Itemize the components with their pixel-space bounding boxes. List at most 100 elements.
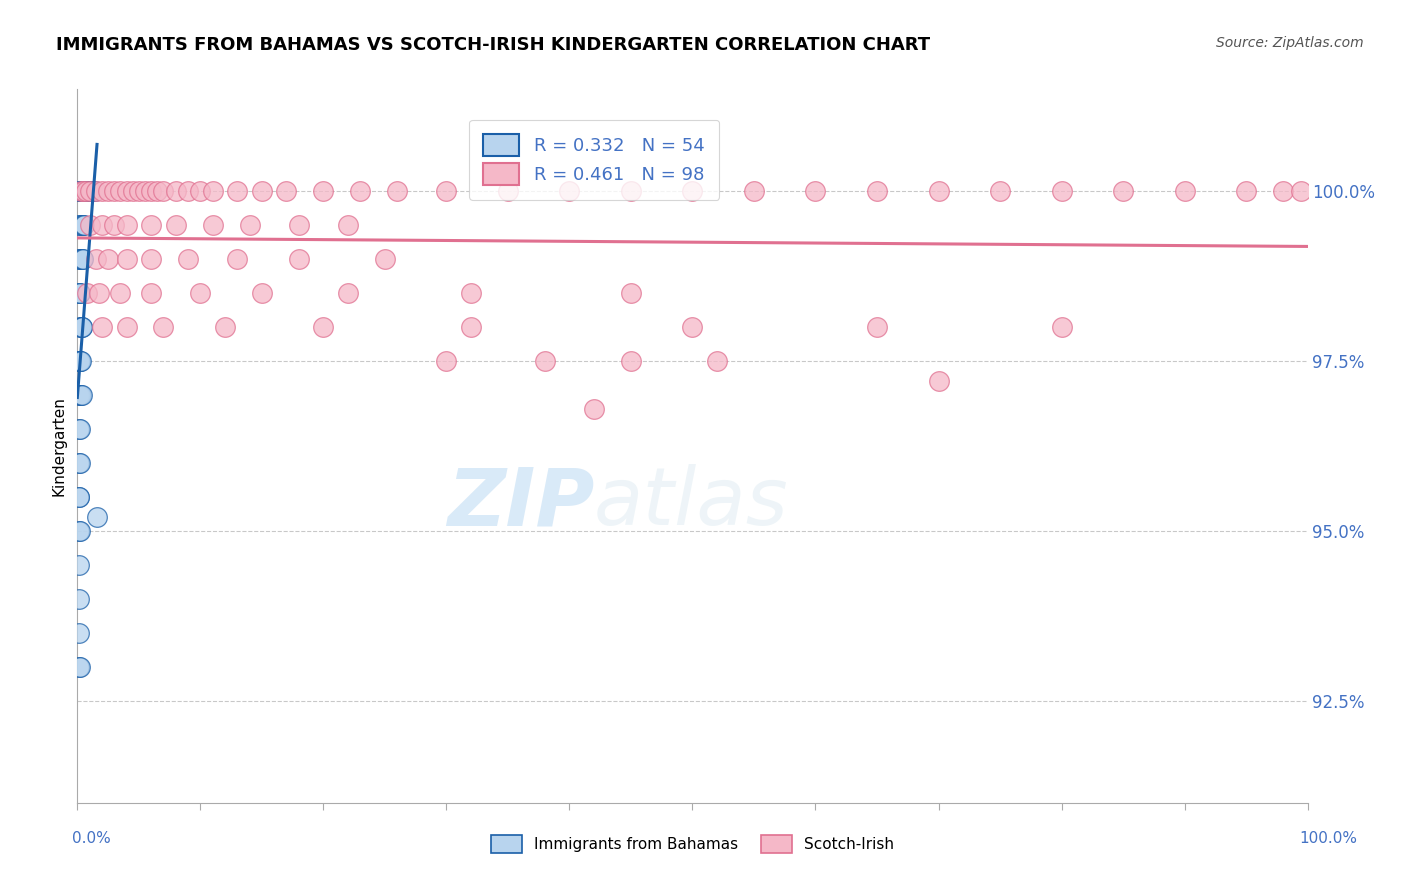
Point (436, 184, 458, 198)
Point (75, 184, 97, 198)
Point (276, 184, 298, 198)
Point (72, 184, 94, 198)
Point (460, 320, 482, 334)
Point (69, 218, 91, 232)
Point (69, 422, 91, 436)
Point (250, 286, 273, 301)
Point (121, 184, 143, 198)
Point (742, 184, 765, 198)
Point (69, 354, 91, 368)
Point (146, 184, 169, 198)
Point (682, 320, 704, 334)
Point (69, 252, 91, 266)
Point (70, 354, 93, 368)
Point (141, 286, 163, 301)
Point (1174, 184, 1197, 198)
Point (67, 218, 90, 232)
Point (67, 354, 90, 368)
Point (79, 184, 101, 198)
Point (706, 354, 728, 368)
Point (128, 184, 150, 198)
Point (620, 184, 643, 198)
Point (866, 184, 889, 198)
Point (67, 252, 90, 266)
Point (72, 218, 94, 232)
Point (67, 456, 90, 470)
Point (90, 184, 114, 198)
Point (69, 286, 91, 301)
Point (80, 184, 103, 198)
Point (804, 184, 827, 198)
Point (69, 388, 91, 402)
Point (72, 184, 94, 198)
Point (70, 184, 93, 198)
Point (70, 184, 93, 198)
Point (134, 184, 156, 198)
Point (67, 354, 90, 368)
Point (1291, 184, 1313, 198)
Point (214, 320, 236, 334)
Point (90, 320, 114, 334)
Point (110, 286, 132, 301)
Point (1112, 184, 1135, 198)
Point (67, 626, 90, 640)
Point (67, 286, 90, 301)
Point (77, 184, 100, 198)
Point (67, 660, 90, 674)
Point (70, 320, 93, 334)
Point (1050, 320, 1073, 334)
Point (97, 252, 120, 266)
Point (103, 218, 125, 232)
Point (67, 490, 90, 504)
Point (201, 218, 224, 232)
Point (69, 184, 91, 198)
Point (312, 320, 335, 334)
Point (620, 354, 643, 368)
Point (70, 388, 93, 402)
Point (79, 184, 101, 198)
Point (201, 184, 224, 198)
Point (110, 184, 132, 198)
Text: 0.0%: 0.0% (72, 831, 111, 846)
Point (70, 388, 93, 402)
Text: Source: ZipAtlas.com: Source: ZipAtlas.com (1216, 36, 1364, 50)
Point (76, 286, 98, 301)
Point (288, 218, 311, 232)
Text: ZIP: ZIP (447, 464, 595, 542)
Point (82, 184, 104, 198)
Point (1050, 184, 1073, 198)
Point (67, 591, 90, 606)
Point (620, 286, 643, 301)
Point (70, 184, 93, 198)
Point (239, 218, 262, 232)
Point (1272, 184, 1295, 198)
Point (67, 422, 90, 436)
Point (67, 388, 90, 402)
Point (188, 286, 212, 301)
Point (67, 558, 90, 572)
Point (337, 286, 360, 301)
Point (84, 252, 107, 266)
Point (385, 184, 409, 198)
Point (115, 252, 138, 266)
Point (69, 354, 91, 368)
Point (1234, 184, 1257, 198)
Point (288, 252, 311, 266)
Point (496, 184, 519, 198)
Point (67, 184, 90, 198)
Point (583, 401, 606, 416)
Point (558, 184, 581, 198)
Point (70, 320, 93, 334)
Point (69, 660, 91, 674)
Point (69, 456, 91, 470)
Point (84, 184, 107, 198)
Point (70, 218, 93, 232)
Text: atlas: atlas (595, 464, 789, 542)
Point (73, 218, 96, 232)
Point (83, 184, 105, 198)
Point (70, 252, 93, 266)
Point (115, 218, 138, 232)
Point (226, 252, 249, 266)
Point (69, 524, 91, 538)
Y-axis label: Kindergarten: Kindergarten (51, 396, 66, 496)
